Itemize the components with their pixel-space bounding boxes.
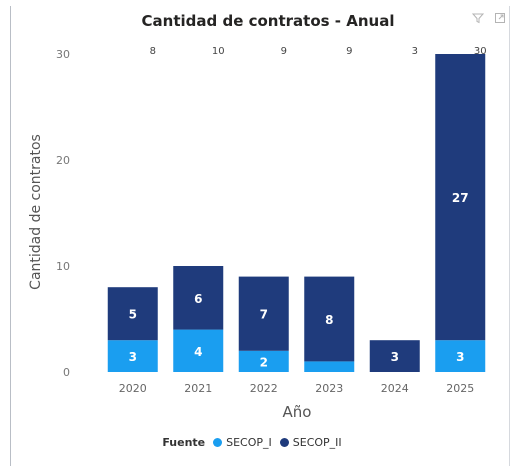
legend-item-secop-ii[interactable]: SECOP_II bbox=[279, 436, 342, 449]
chart-legend: Fuente SECOP_I SECOP_II bbox=[0, 436, 512, 449]
bar-segment[interactable] bbox=[238, 276, 289, 351]
bar-segment[interactable] bbox=[369, 340, 420, 372]
legend-marker-secop-ii bbox=[279, 438, 289, 447]
bar-segment[interactable] bbox=[304, 276, 355, 362]
bar-segment[interactable] bbox=[173, 266, 224, 330]
bar-data-label: 8 bbox=[325, 313, 333, 327]
bar-series bbox=[107, 54, 486, 372]
bar-data-label: 6 bbox=[194, 292, 202, 306]
legend-label-secop-i: SECOP_I bbox=[226, 436, 272, 449]
x-axis-label: Año bbox=[283, 403, 312, 421]
bar-segment[interactable] bbox=[304, 361, 355, 372]
y-tick-label: 20 bbox=[56, 154, 70, 167]
x-tick-label: 2022 bbox=[250, 382, 278, 395]
bar-data-label: 27 bbox=[452, 191, 469, 205]
legend-item-secop-i[interactable]: SECOP_I bbox=[213, 436, 272, 449]
bar-segment[interactable] bbox=[107, 287, 158, 341]
focus-mode-icon[interactable] bbox=[494, 12, 506, 24]
bar-data-label: 3 bbox=[456, 350, 464, 364]
y-tick-label: 0 bbox=[63, 366, 70, 379]
total-label: 3 bbox=[412, 46, 418, 57]
x-tick-label: 2021 bbox=[184, 382, 212, 395]
bar-data-label: 4 bbox=[194, 345, 202, 359]
bar-data-label: 7 bbox=[260, 308, 268, 322]
x-tick-label: 2023 bbox=[315, 382, 343, 395]
filter-icon[interactable] bbox=[472, 12, 484, 24]
bar-segment[interactable] bbox=[107, 340, 158, 372]
chart-panel bbox=[10, 6, 510, 466]
bar-segment[interactable] bbox=[435, 54, 486, 341]
visual-header bbox=[472, 12, 506, 24]
legend-label-secop-ii: SECOP_II bbox=[292, 436, 342, 449]
y-axis-ticks: 0 10 20 30 bbox=[56, 48, 70, 379]
y-tick-label: 10 bbox=[56, 260, 70, 273]
legend-marker-secop-i bbox=[213, 438, 223, 447]
x-tick-label: 2024 bbox=[381, 382, 409, 395]
x-axis-ticks: 2020 2021 2022 2023 2024 2025 bbox=[119, 382, 475, 395]
bar-segment[interactable] bbox=[173, 329, 224, 372]
legend-title: Fuente bbox=[162, 436, 206, 449]
bar-data-label: 5 bbox=[129, 308, 137, 322]
x-tick-label: 2020 bbox=[119, 382, 147, 395]
bar-segment[interactable] bbox=[238, 350, 289, 372]
total-label: 8 bbox=[150, 46, 156, 57]
y-axis-label: Cantidad de contratos bbox=[28, 134, 44, 290]
total-label: 9 bbox=[346, 46, 352, 57]
bar-data-label: 3 bbox=[391, 350, 399, 364]
total-label: 30 bbox=[474, 46, 487, 57]
total-data-labels: 8 10 9 9 3 30 bbox=[150, 46, 487, 57]
bar-data-label: 3 bbox=[129, 350, 137, 364]
total-label: 10 bbox=[212, 46, 225, 57]
bar-segment[interactable] bbox=[435, 340, 486, 372]
y-tick-label: 30 bbox=[56, 48, 70, 61]
x-tick-label: 2025 bbox=[446, 382, 474, 395]
total-label: 9 bbox=[281, 46, 287, 57]
bar-data-label: 2 bbox=[260, 355, 268, 369]
chart-title: Cantidad de contratos - Anual bbox=[142, 12, 395, 30]
